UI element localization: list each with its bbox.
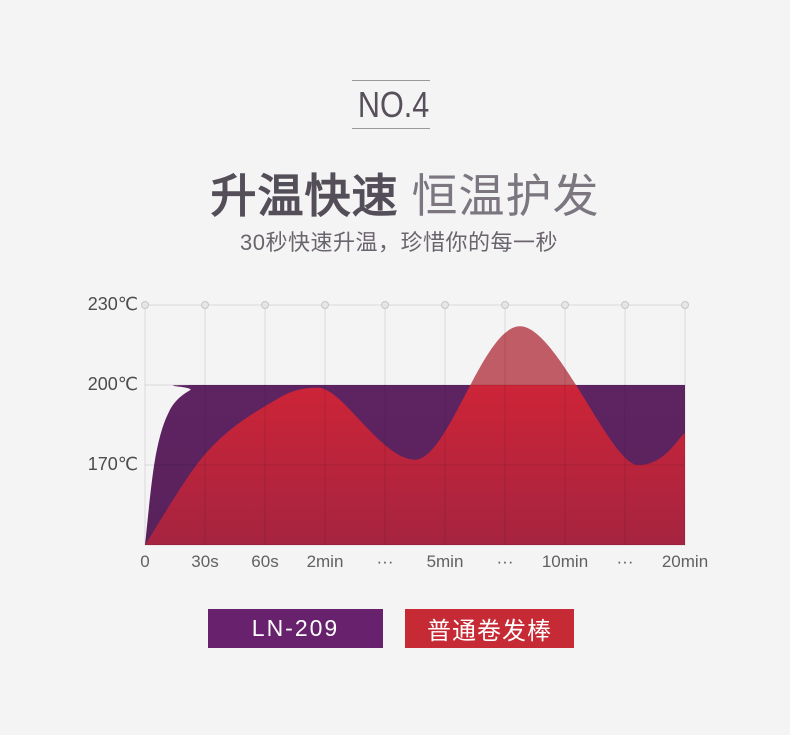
- x-tick-label: ···: [376, 552, 394, 571]
- legend-ordinary-curler-button[interactable]: 普通卷发棒: [405, 609, 574, 648]
- gridline-dot: [261, 301, 269, 309]
- x-tick-label: 5min: [426, 552, 464, 571]
- badge-top-line: [352, 80, 430, 81]
- section-badge: NO.4: [352, 80, 430, 129]
- x-tick-label: 0: [140, 552, 150, 571]
- x-tick-label: 2min: [306, 552, 344, 571]
- page-subtitle: 30秒快速升温，珍惜你的每一秒: [240, 230, 558, 255]
- series-area-ordinary-curler: [145, 326, 685, 545]
- title-secondary: 恒温护发: [411, 170, 600, 222]
- legend-ln209-button[interactable]: LN-209: [208, 609, 383, 648]
- badge-number: NO.4: [357, 84, 430, 125]
- y-tick-label: 200℃: [87, 374, 138, 394]
- x-tick-label: 60s: [251, 552, 279, 571]
- gridline-dot: [201, 301, 209, 309]
- x-tick-label: 10min: [541, 552, 589, 571]
- gridline-dot: [621, 301, 629, 309]
- gridline-dot: [321, 301, 329, 309]
- gridline-dot: [381, 301, 389, 309]
- x-tick-label: 30s: [191, 552, 219, 571]
- x-tick-label: ···: [496, 552, 514, 571]
- gridline-dot: [141, 301, 149, 309]
- page-title: 升温快速 恒温护发: [20, 160, 790, 226]
- title-primary: 升温快速: [210, 170, 399, 222]
- badge-bottom-line: [352, 128, 430, 129]
- gridline-dot: [501, 301, 509, 309]
- gridline-dot: [561, 301, 569, 309]
- y-tick-label: 170℃: [87, 454, 138, 474]
- gridline-dot: [441, 301, 449, 309]
- x-tick-label: 20min: [661, 552, 709, 571]
- y-tick-label: 230℃: [87, 294, 138, 314]
- gridline-dot: [681, 301, 689, 309]
- x-tick-label: ···: [616, 552, 634, 571]
